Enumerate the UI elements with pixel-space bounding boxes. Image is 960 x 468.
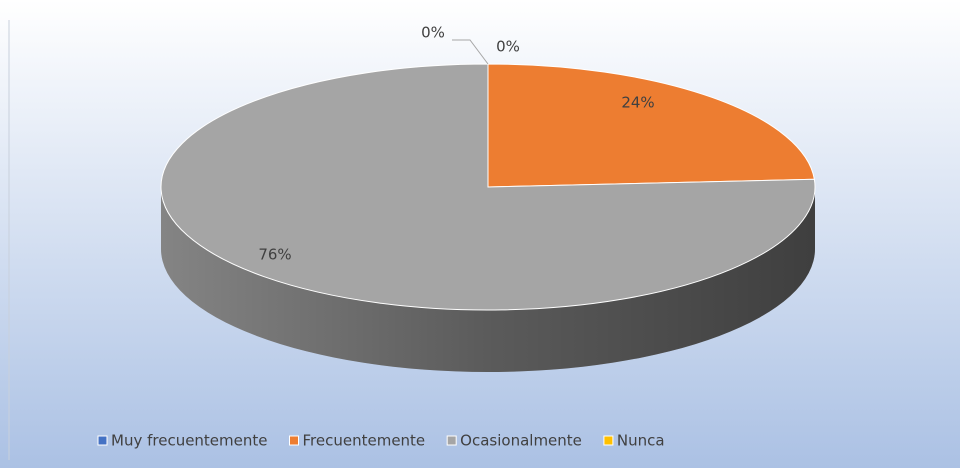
data-label: 0% xyxy=(496,38,520,56)
legend-label: Muy frecuentemente xyxy=(111,432,268,450)
legend-swatch xyxy=(289,435,299,446)
legend-swatch xyxy=(446,435,457,446)
side-shade xyxy=(161,187,815,372)
data-label: 0% xyxy=(421,24,445,42)
legend-label: Nunca xyxy=(617,432,665,450)
data-label: 76% xyxy=(258,246,291,264)
legend-swatch xyxy=(97,435,108,446)
leader-line xyxy=(452,39,489,65)
legend-swatch xyxy=(603,435,614,446)
legend-label: Frecuentemente xyxy=(303,432,426,450)
slice xyxy=(487,63,815,188)
data-label: 24% xyxy=(621,94,654,112)
legend-label: Ocasionalmente xyxy=(460,432,582,450)
